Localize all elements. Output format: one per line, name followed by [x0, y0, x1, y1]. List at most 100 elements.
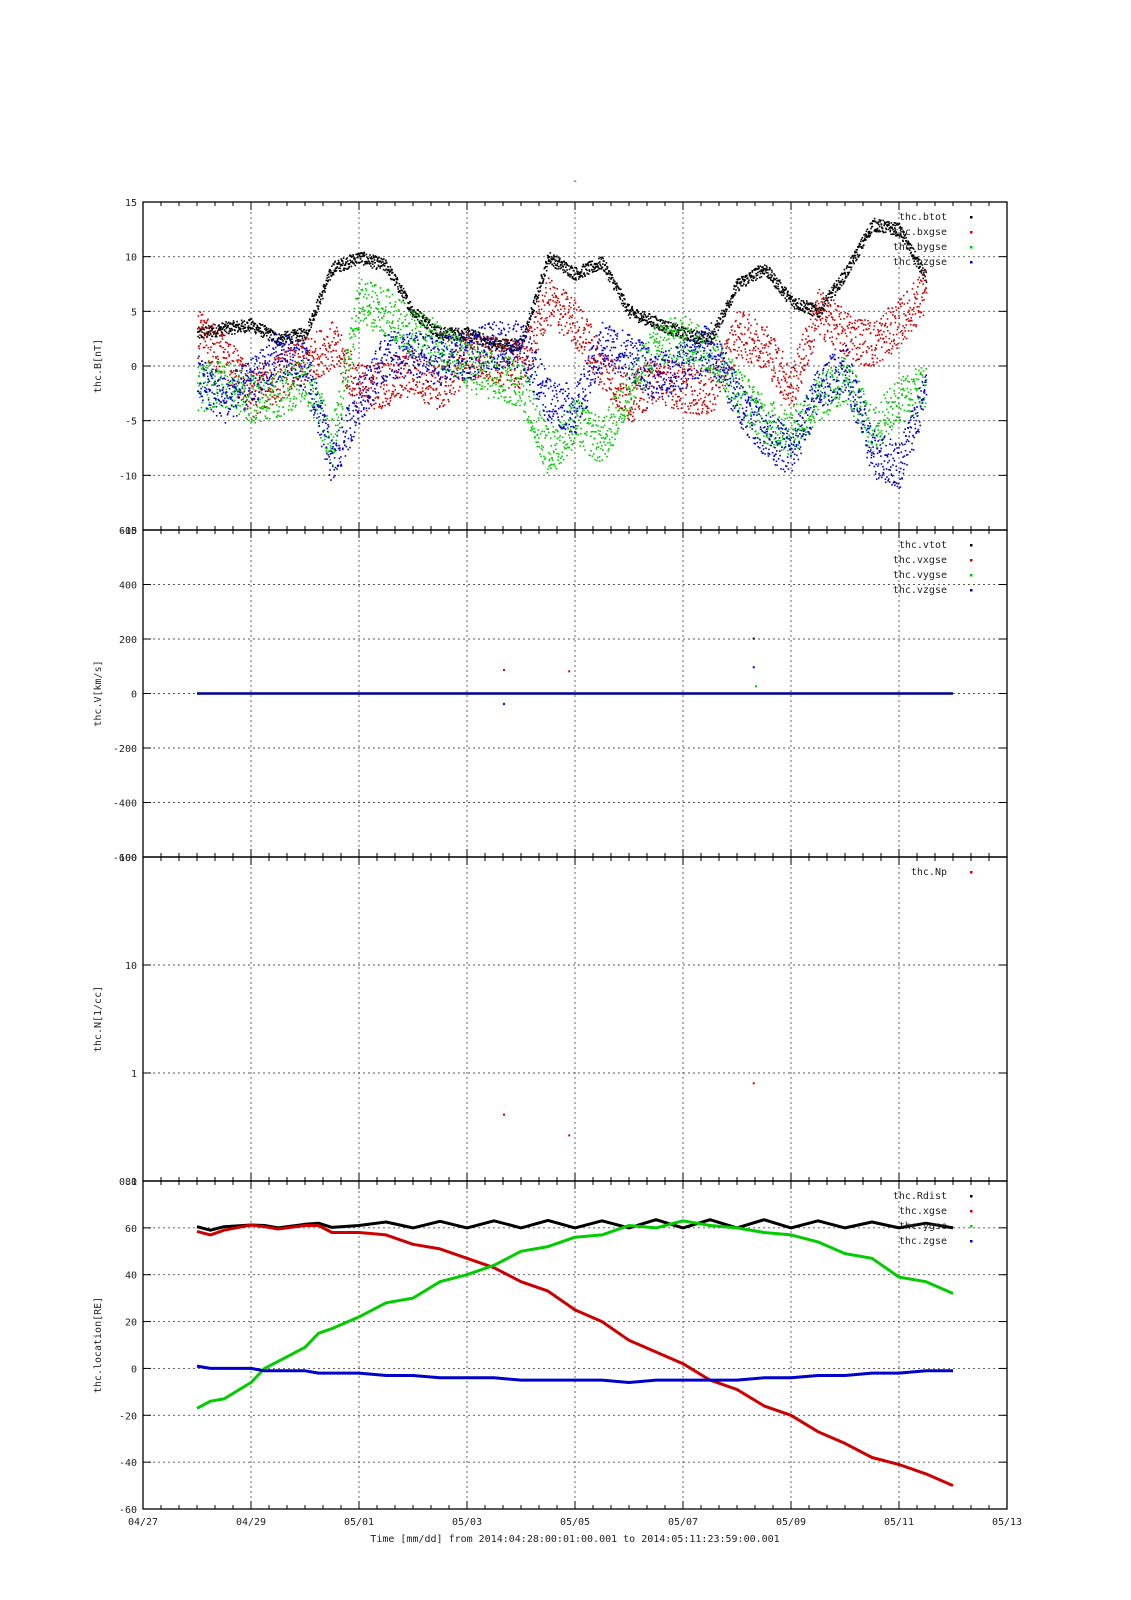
- data-point: [767, 345, 770, 348]
- data-point: [843, 268, 846, 271]
- data-point: [232, 322, 234, 325]
- data-point: [918, 258, 921, 261]
- data-point: [621, 299, 624, 302]
- data-point: [778, 370, 781, 372]
- data-point: [515, 341, 517, 344]
- data-point: [287, 383, 289, 385]
- data-point: [260, 324, 262, 326]
- data-point: [415, 313, 417, 315]
- data-point: [332, 271, 335, 274]
- data-point: [234, 329, 236, 332]
- data-point: [848, 352, 850, 354]
- data-point: [857, 256, 860, 258]
- data-point: [916, 306, 918, 308]
- data-point: [911, 319, 913, 322]
- data-point: [672, 395, 674, 398]
- data-point: [552, 296, 555, 299]
- data-point: [275, 366, 277, 368]
- data-point: [910, 244, 913, 247]
- data-point: [756, 359, 759, 361]
- data-point: [597, 262, 600, 264]
- data-point: [452, 381, 454, 383]
- data-point: [690, 365, 692, 368]
- data-point: [234, 326, 237, 328]
- data-point: [755, 333, 758, 336]
- data-point: [684, 337, 686, 340]
- data-point: [338, 356, 341, 359]
- data-point: [379, 362, 381, 365]
- data-point: [698, 399, 700, 401]
- data-point: [556, 255, 558, 257]
- data-point: [330, 275, 333, 277]
- data-point: [609, 398, 612, 401]
- data-point: [581, 276, 584, 278]
- data-point: [264, 406, 267, 409]
- data-point: [574, 278, 576, 281]
- data-point: [381, 366, 384, 368]
- data-point: [851, 338, 853, 341]
- data-point: [477, 341, 479, 343]
- data-point: [401, 290, 404, 292]
- data-point: [377, 363, 379, 366]
- data-point: [871, 349, 873, 351]
- data-point: [754, 269, 757, 271]
- data-point: [883, 223, 886, 225]
- data-point: [597, 368, 599, 370]
- data-point: [741, 276, 743, 278]
- data-point: [743, 283, 745, 285]
- data-point: [461, 332, 464, 334]
- data-point: [792, 302, 795, 305]
- data-point: [279, 368, 282, 370]
- data-point: [889, 332, 891, 335]
- data-point: [635, 316, 638, 319]
- data-point: [290, 331, 293, 334]
- data-point: [580, 309, 582, 311]
- data-point: [809, 310, 812, 313]
- data-point: [420, 354, 423, 357]
- data-point: [789, 295, 792, 298]
- data-point: [785, 364, 788, 366]
- data-point: [386, 262, 388, 264]
- data-point: [269, 331, 272, 333]
- data-point: [921, 296, 923, 299]
- data-point: [902, 338, 905, 340]
- data-point: [566, 264, 569, 266]
- data-point: [285, 364, 288, 367]
- data-point: [540, 285, 542, 287]
- data-point: [221, 335, 223, 338]
- data-point: [222, 322, 224, 325]
- data-point: [849, 266, 852, 269]
- data-point: [864, 340, 867, 343]
- data-point: [342, 262, 344, 264]
- data-point: [641, 316, 643, 319]
- data-point: [899, 303, 902, 305]
- data-point: [520, 378, 522, 380]
- data-point: [319, 355, 322, 358]
- data-point: [593, 268, 595, 270]
- data-point: [317, 363, 319, 366]
- data-point: [740, 350, 743, 352]
- data-point: [770, 336, 772, 339]
- data-point: [809, 303, 811, 305]
- data-point: [331, 321, 334, 323]
- data-point: [726, 342, 729, 344]
- data-point: [857, 246, 859, 248]
- data-point: [675, 402, 678, 405]
- data-point: [259, 411, 261, 414]
- data-point: [806, 362, 809, 364]
- data-point: [290, 386, 292, 388]
- data-point: [748, 322, 750, 324]
- data-point: [511, 345, 514, 348]
- data-point: [568, 265, 570, 267]
- data-point: [881, 333, 883, 336]
- data-point: [783, 288, 785, 291]
- data-point: [674, 388, 676, 391]
- data-point: [286, 378, 288, 381]
- data-point: [629, 409, 631, 411]
- data-point: [821, 307, 824, 310]
- data-point: [689, 412, 692, 414]
- data-point: [628, 411, 630, 414]
- data-point: [325, 284, 327, 287]
- data-point: [497, 371, 499, 374]
- data-point: [467, 364, 469, 366]
